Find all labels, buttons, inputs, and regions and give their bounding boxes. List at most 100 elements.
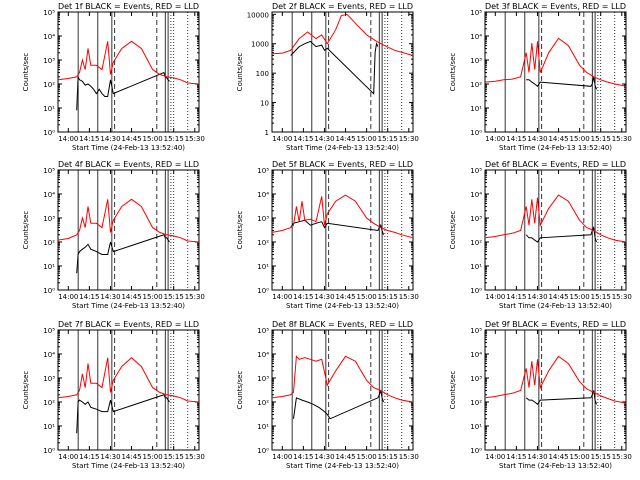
series-line-events (526, 76, 597, 90)
y-tick-label: 10⁰ (257, 287, 269, 295)
y-tick-label: 10 (260, 100, 269, 108)
x-tick-label: 15:15 (591, 453, 611, 461)
y-tick-label: 10⁰ (43, 447, 55, 455)
y-axis-label: Counts/sec (449, 53, 457, 92)
y-tick-label: 10³ (43, 215, 55, 223)
x-tick-label: 14:15 (79, 135, 99, 143)
x-tick-label: 14:15 (506, 135, 526, 143)
x-tick-label: 15:30 (399, 293, 419, 301)
series-line-events (76, 394, 170, 434)
x-tick-label: 15:15 (378, 453, 398, 461)
y-tick-label: 10000 (247, 11, 269, 19)
x-tick-label: 15:30 (612, 293, 632, 301)
y-tick-label: 10⁴ (257, 191, 269, 199)
y-tick-label: 10¹ (470, 263, 482, 271)
y-tick-label: 10⁴ (470, 191, 482, 199)
panel-title: Det 4f BLACK = Events, RED = LLD (58, 160, 199, 169)
y-tick-label: 10⁰ (257, 447, 269, 455)
panel-6: Det 6f BLACK = Events, RED = LLD 10⁰ 10¹ 10… (449, 160, 632, 310)
panel-title: Det 3f BLACK = Events, RED = LLD (485, 2, 626, 11)
series-line-events (76, 71, 170, 111)
series-line-lld (484, 355, 627, 404)
y-tick-label: 10³ (43, 375, 55, 383)
y-tick-label: 10³ (43, 57, 55, 65)
y-tick-label: 1 (265, 129, 269, 137)
plot-frame (271, 329, 414, 451)
x-tick-label: 15:15 (164, 453, 184, 461)
series-line-lld (57, 40, 200, 85)
y-tick-label: 10⁴ (43, 351, 55, 359)
x-axis-label: Start Time (24-Feb-13 13:52:40) (499, 462, 612, 470)
plot-frame (484, 169, 627, 291)
y-tick-label: 10² (43, 81, 55, 89)
x-tick-label: 15:00 (357, 293, 377, 301)
x-tick-label: 14:00 (58, 453, 78, 461)
panel-8: Det 8f BLACK = Events, RED = LLD 10⁰ 10¹ 10… (236, 320, 419, 470)
x-tick-label: 14:00 (272, 453, 292, 461)
series-line-lld (271, 194, 414, 239)
x-tick-label: 14:45 (548, 453, 568, 461)
x-tick-label: 14:45 (548, 293, 568, 301)
panel-title: Det 2f BLACK = Events, RED = LLD (272, 2, 413, 11)
y-tick-label: 10¹ (43, 105, 55, 113)
x-tick-label: 15:00 (143, 293, 163, 301)
series-line-events (290, 40, 379, 95)
x-tick-label: 15:30 (399, 453, 419, 461)
y-axis-label: Counts/sec (236, 211, 244, 250)
x-tick-label: 15:30 (612, 135, 632, 143)
x-tick-label: 15:15 (591, 135, 611, 143)
x-tick-label: 15:30 (399, 135, 419, 143)
x-tick-label: 14:30 (314, 135, 334, 143)
plot-frame (57, 329, 200, 451)
series-line-events (525, 390, 597, 406)
x-axis-label: Start Time (24-Feb-13 13:52:40) (286, 302, 399, 310)
y-axis-label: Counts/sec (22, 53, 30, 92)
y-tick-label: 10¹ (470, 423, 482, 431)
x-tick-label: 14:45 (121, 453, 141, 461)
series-line-events (76, 234, 170, 274)
y-tick-label: 10⁰ (470, 129, 482, 137)
x-axis-label: Start Time (24-Feb-13 13:52:40) (499, 302, 612, 310)
x-tick-label: 14:30 (314, 293, 334, 301)
x-tick-label: 14:00 (272, 293, 292, 301)
y-tick-label: 10¹ (43, 423, 55, 431)
y-axis-label: Counts/sec (22, 371, 30, 410)
panel-2: Det 2f BLACK = Events, RED = LLD 1 10 100 10… (236, 2, 419, 152)
y-tick-label: 10⁴ (257, 351, 269, 359)
x-tick-label: 15:30 (185, 135, 205, 143)
x-tick-label: 14:15 (293, 293, 313, 301)
y-tick-label: 10² (257, 239, 269, 247)
y-tick-label: 10⁵ (43, 9, 55, 17)
y-tick-label: 100 (256, 70, 269, 78)
x-axis-label: Start Time (24-Feb-13 13:52:40) (72, 462, 185, 470)
x-tick-label: 14:15 (79, 453, 99, 461)
y-tick-label: 10² (43, 399, 55, 407)
panel-3: Det 3f BLACK = Events, RED = LLD 10⁰ 10¹ 10… (449, 2, 632, 152)
y-tick-label: 10⁴ (470, 33, 482, 41)
y-axis-label: Counts/sec (22, 211, 30, 250)
y-tick-label: 10³ (470, 215, 482, 223)
x-tick-label: 15:00 (143, 453, 163, 461)
plot-frame (271, 11, 414, 133)
y-axis-label: Counts/sec (236, 371, 244, 410)
y-tick-label: 10⁴ (43, 33, 55, 41)
panel-title: Det 1f BLACK = Events, RED = LLD (58, 2, 199, 11)
x-tick-label: 14:00 (485, 453, 505, 461)
series-line-events (293, 390, 384, 420)
x-tick-label: 14:30 (100, 135, 120, 143)
y-tick-label: 10⁵ (43, 327, 55, 335)
x-tick-label: 14:45 (335, 293, 355, 301)
x-tick-label: 14:30 (527, 135, 547, 143)
plot-frame (57, 169, 200, 291)
y-tick-label: 10³ (257, 215, 269, 223)
y-tick-label: 1000 (251, 41, 269, 49)
y-tick-label: 10⁵ (470, 9, 482, 17)
y-axis-label: Counts/sec (236, 53, 244, 92)
x-tick-label: 15:00 (570, 453, 590, 461)
x-tick-label: 15:15 (378, 293, 398, 301)
x-tick-label: 14:30 (100, 453, 120, 461)
x-tick-label: 15:30 (612, 453, 632, 461)
x-tick-label: 14:00 (272, 135, 292, 143)
x-tick-label: 15:00 (357, 453, 377, 461)
